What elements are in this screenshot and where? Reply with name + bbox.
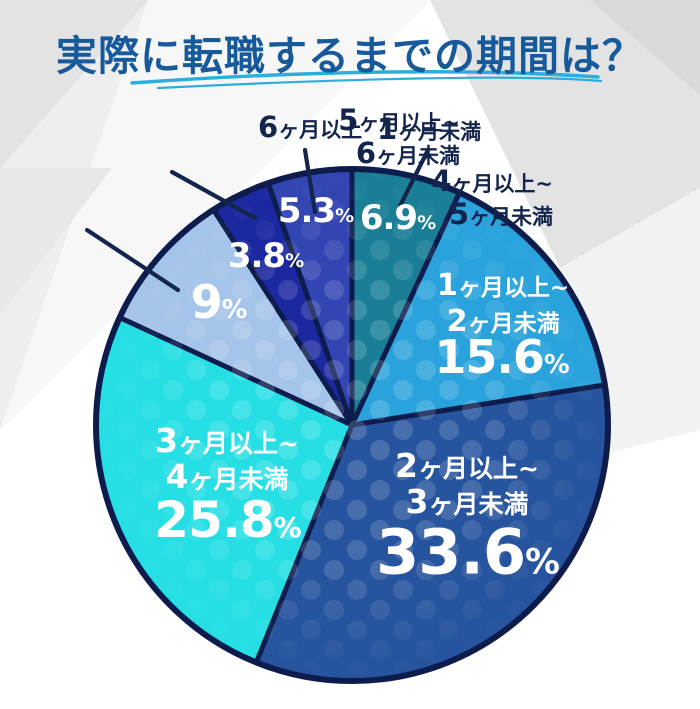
wedge-value-label-2: 33.6% (376, 515, 560, 589)
percent-sign: % (335, 205, 355, 227)
background-triangle (0, 168, 112, 315)
wedge-name-label-1: 1ヶ月以上~ 2ヶ月未満 (436, 268, 570, 339)
percent-sign: % (273, 511, 302, 544)
percent-sign: % (543, 350, 570, 380)
callout-label-5: 5ヶ月以上~ 6ヶ月未満 (338, 103, 460, 170)
wedge-value-label-5: 3.8% (227, 236, 305, 276)
wedge-value-label-0: 6.9% (359, 198, 437, 238)
page-title: 実際に転職するまでの期間は？ (56, 32, 644, 80)
percent-sign: % (525, 542, 560, 583)
background-triangle (0, 0, 148, 168)
wedge-value-label-1: 15.6% (434, 330, 570, 384)
callout-line-0 (397, 147, 431, 209)
callout-line-6 (302, 147, 318, 215)
callout-label-0: 1ヶ月未満 (377, 112, 482, 146)
callout-label-6: 6ヶ月以上 (258, 110, 363, 144)
percent-sign: % (285, 250, 305, 272)
title-underline-swoosh (130, 70, 603, 90)
percent-sign: % (221, 295, 248, 325)
callout-line-4 (84, 227, 181, 293)
callout-line-5 (169, 169, 258, 221)
wedge-name-label-2: 2ヶ月以上~ 3ヶ月未満 (395, 446, 539, 521)
wedge-value-label-6: 5.3% (277, 191, 355, 231)
wedge-value-label-4: 9% (190, 275, 248, 329)
halftone-dots-overlay (96, 169, 608, 681)
background-triangle (590, 0, 700, 95)
callout-label-4: 4ヶ月以上~ 5ヶ月未満 (431, 164, 553, 231)
callout-lines (84, 147, 431, 293)
wedge-name-label-3: 3ヶ月以上~ 4ヶ月未満 (155, 421, 299, 496)
pie-outline (93, 166, 611, 684)
wedge-value-label-3: 25.8% (154, 491, 302, 549)
percent-sign: % (417, 212, 437, 234)
background-triangle (430, 0, 700, 268)
